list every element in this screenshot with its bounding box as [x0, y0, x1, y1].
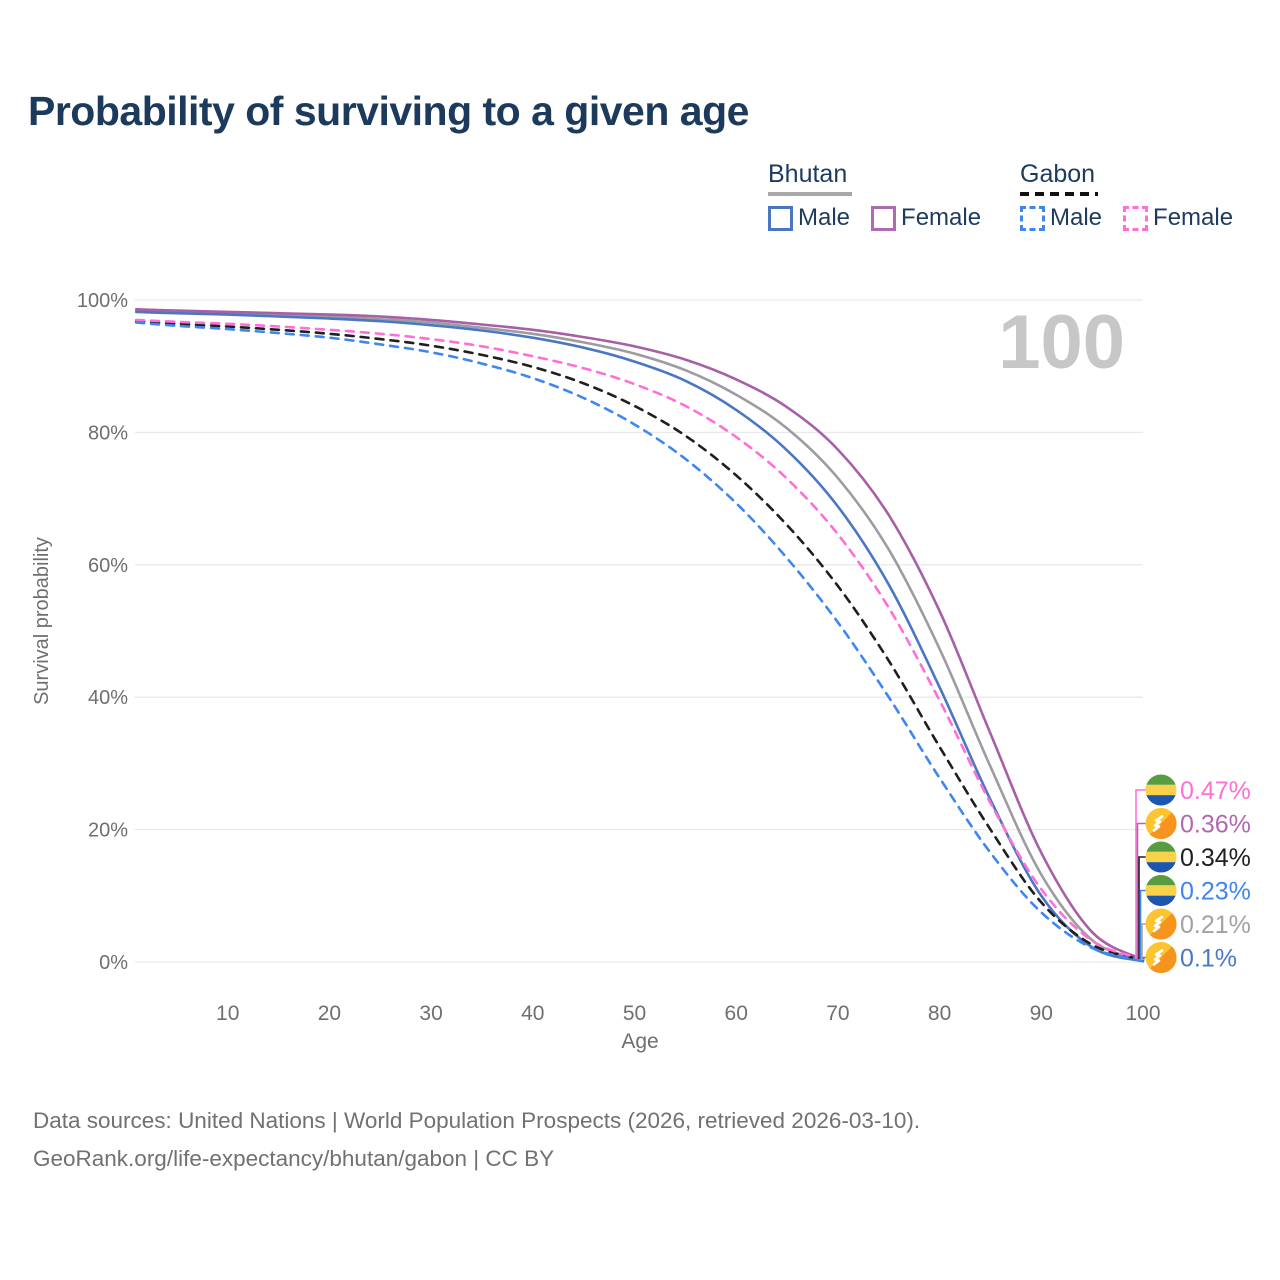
y-axis-title: Survival probability: [31, 537, 53, 705]
bhutan-both-line[interactable]: [134, 309, 1145, 962]
y-tick-label-100: 100%: [77, 290, 128, 312]
end-label-connector: [1135, 789, 1150, 959]
end-value-label: 0.47%: [1180, 777, 1251, 805]
bhutan-male-line[interactable]: [134, 310, 1145, 963]
data-sources-line: Data sources: United Nations | World Pop…: [33, 1108, 921, 1133]
bhutan-flag-icon: [1145, 908, 1177, 940]
x-tick-label-50: 50: [623, 1002, 646, 1025]
y-tick-label-80: 80%: [88, 422, 128, 444]
gabon-male-line[interactable]: [134, 321, 1145, 962]
bhutan-line-style-swatch: [768, 192, 852, 196]
x-tick-label-40: 40: [521, 1002, 544, 1025]
legend-country-bhutan[interactable]: Bhutan: [768, 160, 848, 188]
legend-item-bhutan-male[interactable]: Male: [768, 204, 850, 232]
page-title: Probability of surviving to a given age: [28, 88, 749, 134]
legend-item-label: Male: [1050, 204, 1103, 231]
y-tick-label-20: 20%: [88, 820, 128, 842]
age-watermark: 100: [998, 300, 1125, 385]
legend-group-bhutan: Bhutan Male Female: [768, 160, 981, 232]
legend-items-gabon: Male Female: [1020, 204, 1233, 232]
gabon-female-line[interactable]: [134, 318, 1145, 961]
chart-footer: Data sources: United Nations | World Pop…: [33, 1102, 920, 1178]
gabon-line-style-swatch: [1020, 192, 1098, 196]
legend-country-gabon[interactable]: Gabon: [1020, 160, 1096, 188]
attribution-line: GeoRank.org/life-expectancy/bhutan/gabon…: [33, 1146, 555, 1171]
gabon-female-swatch-icon: [1123, 205, 1149, 231]
y-tick-label-40: 40%: [88, 687, 128, 709]
gabon-flag-icon: [1145, 841, 1177, 873]
bhutan-female-swatch-icon: [871, 205, 897, 231]
gabon-flag-icon: [1145, 774, 1177, 806]
end-value-label: 0.36%: [1180, 811, 1251, 839]
y-tick-label-60: 60%: [88, 555, 128, 577]
gabon-male-swatch-icon: [1020, 205, 1045, 231]
bhutan-flag-icon: [1145, 808, 1177, 840]
gabon-both-line[interactable]: [134, 319, 1145, 961]
legend-item-label: Female: [1153, 204, 1234, 231]
x-tick-label-30: 30: [419, 1002, 442, 1025]
y-tick-label-0: 0%: [99, 952, 128, 974]
x-tick-label-100: 100: [1125, 1002, 1160, 1025]
legend-item-gabon-male[interactable]: Male: [1020, 204, 1102, 232]
x-tick-label-10: 10: [216, 1002, 239, 1025]
legend-items-bhutan: Male Female: [768, 204, 981, 232]
end-value-label: 0.21%: [1180, 911, 1251, 939]
gabon-flag-icon: [1145, 875, 1177, 906]
x-tick-label-70: 70: [826, 1002, 849, 1025]
end-value-label: 0.23%: [1180, 878, 1251, 906]
legend-group-gabon: Gabon Male Female: [1020, 160, 1233, 232]
bhutan-male-swatch-icon: [768, 205, 793, 231]
bhutan-flag-icon: [1145, 942, 1177, 974]
x-axis-title: Age: [621, 1030, 658, 1053]
x-tick-label-80: 80: [928, 1002, 951, 1025]
end-value-label: 0.34%: [1180, 844, 1251, 872]
x-tick-label-60: 60: [725, 1002, 748, 1025]
end-value-label: 0.1%: [1180, 945, 1237, 973]
x-tick-label-90: 90: [1030, 1002, 1053, 1025]
legend-item-label: Male: [798, 204, 851, 231]
legend-item-gabon-female[interactable]: Female: [1123, 204, 1233, 232]
legend-item-bhutan-female[interactable]: Female: [871, 204, 981, 232]
bhutan-female-line[interactable]: [134, 308, 1145, 961]
x-tick-label-20: 20: [318, 1002, 341, 1025]
legend-item-label: Female: [901, 204, 982, 231]
